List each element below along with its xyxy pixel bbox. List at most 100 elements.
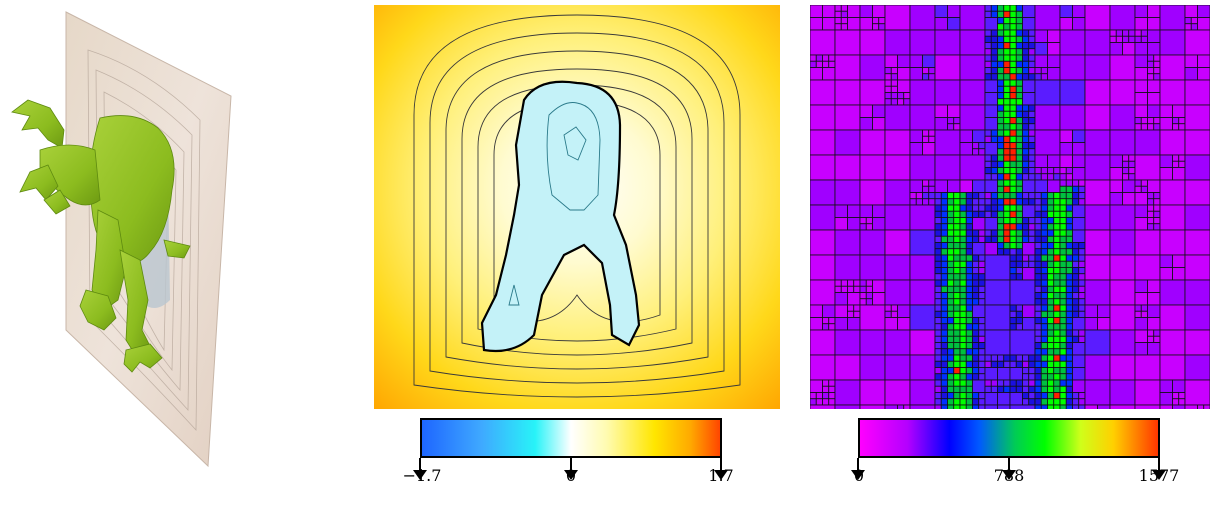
octree-cell — [1022, 79, 1036, 93]
octree-cell — [990, 379, 998, 387]
octree-cell — [1134, 404, 1161, 431]
octree-cell — [890, 92, 898, 100]
octree-cell — [859, 329, 886, 356]
octree-cell — [834, 179, 861, 206]
octree-cell — [934, 204, 942, 212]
octree-cell — [1022, 217, 1030, 225]
octree-cell — [947, 248, 955, 256]
octree-cell — [940, 310, 948, 318]
octree-cell — [1059, 129, 1073, 143]
octree-cell — [909, 29, 936, 56]
octree-cell — [940, 273, 948, 281]
octree-cell — [1147, 54, 1155, 62]
octree-cell — [1172, 267, 1186, 281]
octree-cell — [1034, 392, 1042, 400]
octree-cell — [965, 329, 973, 337]
octree-cell — [1115, 29, 1123, 37]
octree-cell — [953, 329, 961, 337]
octree-cell — [1065, 198, 1073, 206]
octree-cell — [965, 367, 973, 375]
octree-cell — [959, 273, 967, 281]
octree-cell — [1028, 360, 1036, 368]
octree-cell — [1122, 160, 1130, 168]
octree-cell — [934, 323, 942, 331]
octree-cell — [934, 354, 942, 362]
octree-cell — [959, 335, 967, 343]
octree-cell — [1159, 229, 1186, 256]
octree-cell — [1053, 167, 1061, 175]
octree-cell — [1065, 260, 1073, 268]
octree-cell — [978, 317, 986, 325]
octree-cell — [1078, 335, 1086, 343]
colorbar-tick — [564, 458, 578, 480]
octree-cell — [978, 192, 986, 200]
octree-cell — [1072, 292, 1080, 300]
octree-cell — [1040, 167, 1048, 175]
octree-cell — [1153, 335, 1161, 343]
octree-cell — [1028, 160, 1036, 168]
octree-cell — [1172, 379, 1186, 393]
octree-cell — [1172, 104, 1186, 118]
octree-cell — [953, 323, 961, 331]
octree-cell — [1078, 248, 1086, 256]
octree-cell — [1009, 85, 1017, 93]
octree-cell — [809, 67, 823, 81]
octree-cell — [1184, 254, 1211, 281]
octree-cell — [1009, 279, 1036, 306]
octree-cell — [990, 210, 998, 218]
octree-cell — [1065, 323, 1073, 331]
octree-cell — [1065, 385, 1073, 393]
octree-cell — [934, 154, 961, 181]
octree-cell — [1009, 354, 1017, 362]
octree-cell — [859, 54, 886, 81]
octree-cell — [1172, 398, 1180, 406]
octree-cell — [1015, 229, 1023, 237]
octree-cell — [1190, 23, 1198, 31]
octree-cell — [822, 317, 830, 325]
octree-cell — [953, 198, 961, 206]
octree-cell — [965, 298, 973, 306]
octree-cell — [834, 204, 848, 218]
octree-cell — [1147, 123, 1155, 131]
octree-cell — [934, 29, 961, 56]
octree-cell — [1022, 204, 1036, 218]
octree-cell — [1003, 185, 1011, 193]
octree-cell — [959, 223, 967, 231]
octree-cell — [984, 42, 992, 50]
octree-cell — [834, 10, 842, 18]
octree-cell — [859, 29, 886, 56]
octree-cell — [934, 117, 948, 131]
octree-cell — [915, 198, 923, 206]
octree-cell — [1015, 167, 1023, 175]
octree-cell — [1178, 398, 1186, 406]
octree-cell — [1065, 348, 1073, 356]
octree-cell — [809, 60, 817, 68]
octree-cell — [947, 335, 955, 343]
octree-cell — [1140, 185, 1148, 193]
octree-cell — [965, 192, 973, 200]
octree-cell — [940, 248, 948, 256]
octree-cell — [965, 373, 973, 381]
octree-cell — [934, 248, 942, 256]
octree-cell — [953, 204, 961, 212]
octree-cell — [1084, 317, 1098, 331]
tick-label: 788 — [993, 466, 1025, 485]
octree-cell — [984, 35, 992, 43]
octree-cell — [1053, 242, 1061, 250]
octree-cell — [965, 235, 973, 243]
octree-cell — [1078, 392, 1086, 400]
octree-cell — [965, 254, 973, 262]
octree-cell — [1009, 404, 1036, 431]
octree-cell — [1059, 373, 1067, 381]
octree-cell — [1134, 117, 1142, 125]
octree-cell — [1053, 198, 1061, 206]
octree-cell — [1034, 192, 1042, 200]
octree-cell — [1047, 323, 1055, 331]
octree-cell — [1078, 254, 1086, 262]
octree-cell — [1134, 129, 1161, 156]
octree-cell — [1015, 17, 1023, 25]
octree-cell — [1034, 354, 1042, 362]
octree-cell — [1065, 223, 1073, 231]
octree-cell — [1059, 142, 1073, 156]
octree-cell — [953, 292, 961, 300]
